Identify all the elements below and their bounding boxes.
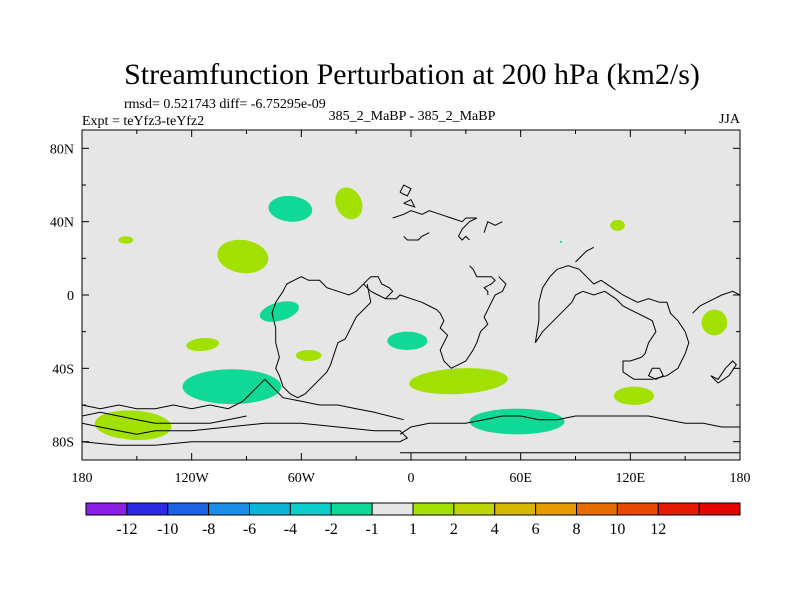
x-tick-label: 180 (72, 471, 93, 486)
colorbar-label: 6 (532, 521, 540, 538)
colorbar-label: -2 (325, 521, 338, 538)
colorbar-box-2 (167, 502, 210, 516)
y-tick-label: 40N (50, 216, 74, 231)
anomaly-patch-0 (268, 195, 313, 222)
coastline-16 (710, 360, 737, 384)
coastline-18 (403, 199, 416, 208)
colorbar-label: 1 (409, 521, 417, 538)
anomaly-patch-9 (387, 331, 428, 351)
coastline-4 (363, 276, 507, 369)
colorbar-box-4 (249, 502, 291, 516)
anomaly-patch-8 (295, 350, 322, 361)
x-tick-label: 0 (408, 471, 415, 486)
anomaly-patch-3 (217, 239, 269, 274)
anomaly-layer (94, 187, 728, 440)
anomaly-patch-2 (118, 236, 134, 244)
stats-label: rmsd= 0.521743 diff= -6.75295e-09 (124, 97, 326, 112)
y-tick-label: 40S (52, 362, 74, 377)
colorbar-box-3 (208, 502, 250, 516)
anomaly-patch-1 (335, 187, 363, 220)
x-axis: 180 120W 60W 0 60E 120E 180 (72, 130, 751, 486)
coastline-19 (575, 246, 595, 263)
colorbar-box-9 (453, 502, 496, 516)
coastline-11 (399, 415, 740, 435)
coastline-6 (271, 276, 372, 399)
colorbar-label: 8 (573, 521, 581, 538)
y-tick-label: 80S (52, 436, 74, 451)
coastline-5 (363, 276, 394, 300)
colorbar-label: -4 (284, 521, 297, 538)
anomaly-patch-7 (186, 337, 220, 352)
colorbar-label: 12 (650, 521, 666, 538)
season-label: JJA (719, 112, 741, 127)
colorbar-label: -8 (202, 521, 215, 538)
anomaly-patch-10 (701, 309, 728, 336)
x-tick-label: 120E (616, 471, 646, 486)
colorbar-box-13 (616, 502, 659, 516)
colorbar-box-14 (657, 502, 700, 516)
colorbar-box-5 (289, 502, 332, 516)
anomaly-patch-14 (94, 410, 172, 440)
colorbar-label: -1 (365, 521, 378, 538)
coastline-15 (647, 367, 664, 380)
coastline-10 (82, 411, 247, 424)
y-axis: 80N 40N 0 40S 80S (50, 142, 740, 451)
colorbar-box-11 (535, 502, 577, 516)
coastline-layer (82, 184, 740, 454)
anomaly-patch-5 (559, 240, 562, 243)
coastline-3 (469, 265, 496, 295)
colorbar-label: 2 (450, 521, 458, 538)
colorbar-label: -6 (243, 521, 256, 538)
y-tick-label: 80N (50, 142, 74, 157)
colorbar-box-6 (330, 502, 373, 516)
anomaly-patch-12 (409, 368, 508, 395)
colorbar-box-1 (126, 502, 169, 516)
coastline-14 (692, 290, 740, 314)
x-tick-label: 120W (175, 471, 210, 486)
colorbar-box-8 (412, 502, 455, 516)
coastline-9 (82, 422, 409, 446)
colorbar-box-12 (576, 502, 618, 516)
colorbar-label: -10 (157, 521, 178, 538)
colorbar-box-0 (85, 502, 128, 516)
colorbar-label: 4 (491, 521, 499, 538)
map-panel-background (82, 130, 740, 460)
y-tick-label: 0 (67, 289, 74, 304)
colorbar-box-15 (698, 502, 741, 516)
anomaly-patch-11 (182, 369, 282, 405)
colorbar-label: 10 (609, 521, 625, 538)
x-tick-label: 60W (288, 471, 316, 486)
chart-title: Streamfunction Perturbation at 200 hPa (… (124, 58, 700, 91)
x-tick-label: 180 (730, 471, 751, 486)
colorbar: -12 -10 -8 -6 -4 -2 -1 1 2 4 6 8 10 12 (85, 502, 741, 538)
coastline-17 (399, 184, 412, 197)
experiment-label: Expt = teYfz3-teYfz2 (82, 114, 204, 129)
coastline-7 (82, 378, 266, 410)
anomaly-patch-15 (469, 408, 565, 435)
coastline-13 (534, 265, 690, 380)
subtitle-label: 385_2_MaBP - 385_2_MaBP (329, 109, 496, 124)
anomaly-patch-4 (610, 219, 625, 231)
coastline-8 (264, 378, 404, 421)
coastline-2 (483, 220, 503, 233)
colorbar-box-10 (494, 502, 537, 516)
anomaly-patch-6 (259, 301, 299, 322)
colorbar-label: -12 (116, 521, 137, 538)
colorbar-box-7 (371, 502, 414, 516)
coastline-1 (403, 232, 430, 241)
x-tick-label: 60E (509, 471, 532, 486)
anomaly-patch-13 (613, 386, 655, 406)
coastline-0 (392, 210, 478, 241)
